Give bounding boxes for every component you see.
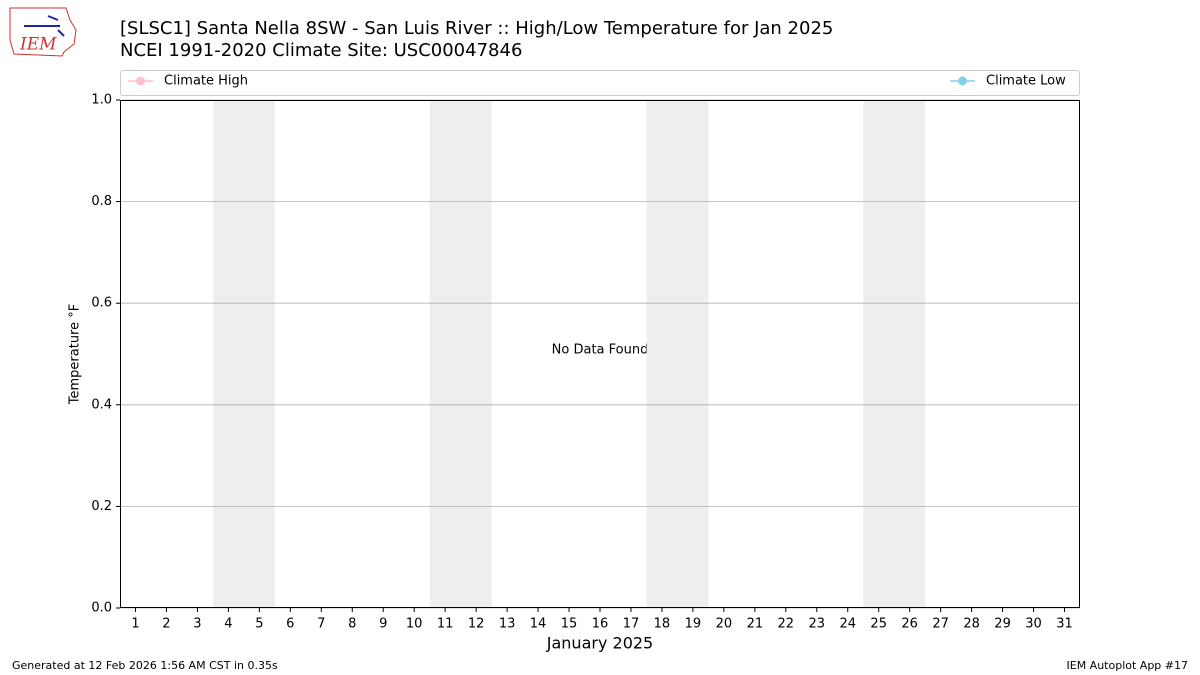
legend-box [120,70,1080,96]
footer-left: Generated at 12 Feb 2026 1:56 AM CST in … [12,659,278,672]
x-tick-label: 19 [685,617,702,632]
y-tick-label: 1.0 [91,93,112,108]
x-tick-label: 18 [654,617,671,632]
x-tick-label: 15 [561,617,578,632]
x-tick-label: 21 [747,617,764,632]
x-tick-label: 26 [901,617,918,632]
x-tick-label: 7 [317,617,325,632]
chart-title: [SLSC1] Santa Nella 8SW - San Luis River… [120,18,833,39]
y-axis-label: Temperature °F [68,304,83,405]
x-tick-label: 27 [932,617,949,632]
logo-outline [9,7,77,57]
x-tick-label: 5 [255,617,263,632]
x-tick-label: 24 [839,617,856,632]
legend-marker [136,76,145,86]
legend-marker [958,76,967,86]
x-tick-label: 6 [286,617,294,632]
y-tick-label: 0.6 [91,296,112,311]
weekend-band [863,100,926,608]
y-tick-label: 0.2 [91,499,112,514]
x-tick-label: 2 [162,617,170,632]
x-tick-label: 16 [592,617,609,632]
annotation: No Data Found [552,343,649,358]
x-tick-label: 28 [963,617,980,632]
x-tick-label: 3 [193,617,201,632]
x-tick-label: 30 [1025,617,1042,632]
x-tick-label: 23 [809,617,826,632]
y-tick-label: 0.0 [91,601,112,616]
x-tick-label: 22 [778,617,795,632]
legend-label: Climate Low [986,74,1066,89]
weekend-band [429,100,492,608]
logo: IEM [9,7,77,57]
x-tick-label: 25 [870,617,887,632]
x-tick-label: 10 [406,617,423,632]
x-tick-label: 20 [716,617,733,632]
x-tick-label: 12 [468,617,485,632]
footer-right: IEM Autoplot App #17 [1067,659,1189,672]
x-tick-label: 13 [499,617,516,632]
x-tick-label: 1 [131,617,139,632]
x-tick-label: 4 [224,617,232,632]
weekend-band [212,100,275,608]
x-tick-label: 29 [994,617,1011,632]
x-tick-label: 9 [379,617,387,632]
x-tick-label: 17 [623,617,640,632]
logo-text: IEM [19,35,57,55]
y-tick-label: 0.4 [91,397,112,412]
legend-label: Climate High [164,74,248,89]
weekend-band [646,100,709,608]
logo-icon [24,15,65,37]
x-tick-label: 11 [437,617,454,632]
x-axis-label: January 2025 [546,634,653,653]
x-tick-label: 31 [1056,617,1073,632]
x-tick-label: 8 [348,617,356,632]
chart-subtitle: NCEI 1991-2020 Climate Site: USC00047846 [120,40,522,61]
x-tick-label: 14 [530,617,547,632]
plot-frame [120,100,1080,608]
y-tick-label: 0.8 [91,194,112,209]
